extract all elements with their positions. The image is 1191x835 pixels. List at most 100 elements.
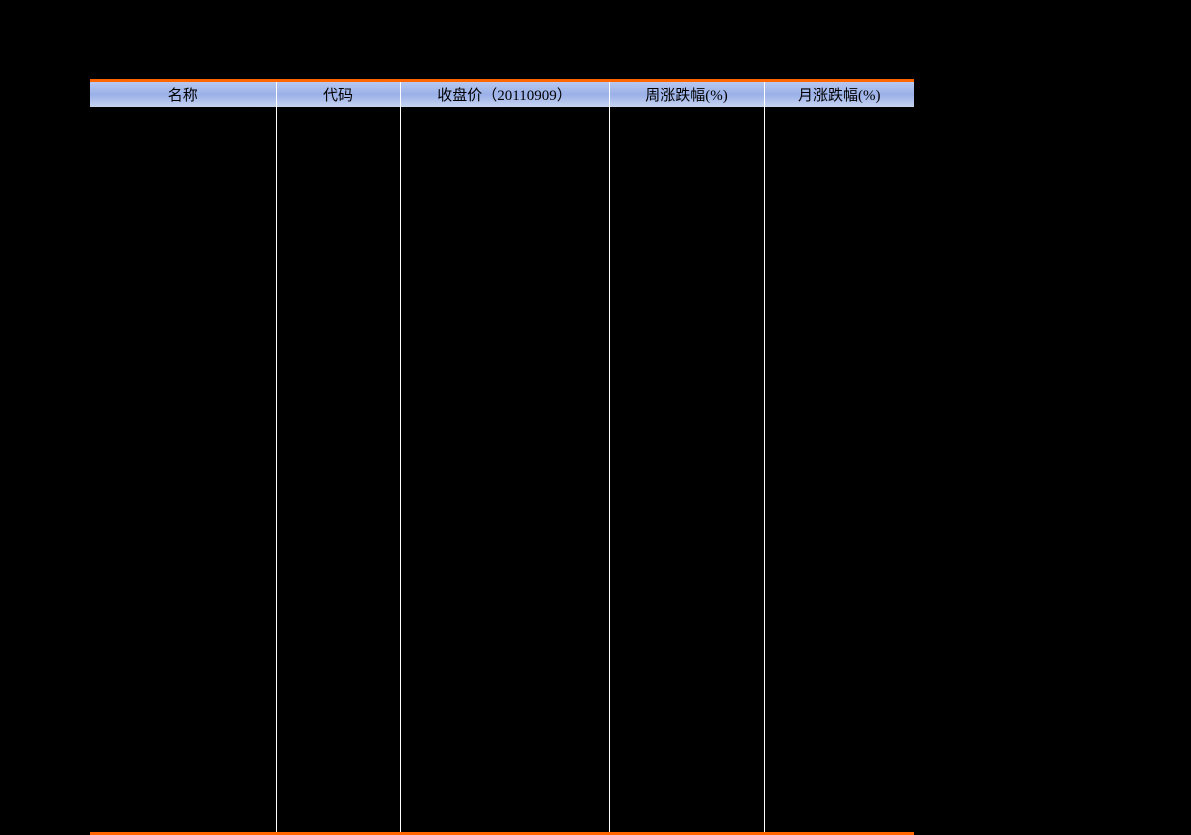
cell-price: 2.97	[400, 367, 609, 393]
cell-price: 4.55	[400, 341, 609, 367]
cell-week: -0.67	[609, 367, 764, 393]
table-row: 光大证券60178812.23-1.53-8.39	[90, 757, 914, 783]
cell-price: 10.96	[400, 211, 609, 237]
cell-name: 华夏银行	[90, 211, 276, 237]
cell-month: -2.60	[764, 315, 914, 341]
col-header-week: 周涨跌幅(%)	[609, 82, 764, 107]
table-row: 广发证券00077631.58-3.93-8.12	[90, 679, 914, 705]
table-row: 中国太保60160119.54-2.98-9.20	[90, 575, 914, 601]
cell-code: 601628	[276, 549, 400, 575]
cell-month: -1.98	[764, 367, 914, 393]
cell-name: 中国太保	[90, 575, 276, 601]
cell-month: -2.21	[764, 159, 914, 185]
table-row: 华泰证券60168810.04-2.71-9.79	[90, 705, 914, 731]
table-row: 交通银行6013284.820.00-3.02	[90, 289, 914, 315]
table-row: 建设银行6019394.55-1.51-2.57	[90, 341, 914, 367]
cell-code: 600016	[276, 159, 400, 185]
table-row: 海通证券6008378.38-1.41-4.12	[90, 653, 914, 679]
cell-code: 601288	[276, 471, 400, 497]
cell-code: 600837	[276, 653, 400, 679]
stock-table-container: 名称 代码 收盘价（20110909） 周涨跌幅(%) 月涨跌幅(%) 招商银行…	[90, 79, 914, 835]
cell-name: 南京银行	[90, 419, 276, 445]
col-header-price: 收盘价（20110909）	[400, 82, 609, 107]
cell-name: 光大证券	[90, 757, 276, 783]
cell-week: -3.32	[609, 393, 764, 419]
cell-price: ——	[400, 601, 609, 627]
cell-price: 19.54	[400, 575, 609, 601]
cell-price: 40.90	[400, 523, 609, 549]
cell-name: 浦发银行	[90, 133, 276, 159]
cell-week: -0.72	[609, 211, 764, 237]
cell-week: -3.93	[609, 679, 764, 705]
cell-price: 9.27	[400, 133, 609, 159]
cell-week: 0.00	[609, 263, 764, 289]
col-header-name: 名称	[90, 82, 276, 107]
cell-name: 中国平安	[90, 523, 276, 549]
cell-code: ——	[276, 601, 400, 627]
cell-price: 5.75	[400, 159, 609, 185]
cell-name: 招商银行	[90, 107, 276, 133]
cell-name: 海通证券	[90, 653, 276, 679]
cell-name: 中信银行	[90, 263, 276, 289]
cell-name: 光大银行	[90, 497, 276, 523]
cell-name: 交通银行	[90, 289, 276, 315]
cell-code: 002142	[276, 445, 400, 471]
cell-price: 14.47	[400, 783, 609, 809]
table-row: 中信银行6019984.370.00-3.96	[90, 263, 914, 289]
cell-month: -13.28	[764, 731, 914, 757]
cell-week: -0.65	[609, 237, 764, 263]
cell-code: 601398	[276, 315, 400, 341]
cell-name: 建设银行	[90, 341, 276, 367]
cell-month: -4.06	[764, 549, 914, 575]
cell-week: 0.44	[609, 549, 764, 575]
cell-name: 新华保险	[90, 601, 276, 627]
cell-week: -2.71	[609, 705, 764, 731]
cell-code: 601318	[276, 523, 400, 549]
cell-month: -6.32	[764, 211, 914, 237]
cell-month: -9.20	[764, 575, 914, 601]
cell-month: -6.34	[764, 393, 914, 419]
cell-price: 13.39	[400, 731, 609, 757]
cell-week: ——	[609, 601, 764, 627]
col-header-month: 月涨跌幅(%)	[764, 82, 914, 107]
cell-price: 10.11	[400, 445, 609, 471]
cell-price: 16.07	[400, 549, 609, 575]
cell-week: -0.64	[609, 497, 764, 523]
table-row: 兴业银行60116613.06-1.73-5.77	[90, 185, 914, 211]
cell-code: 600000	[276, 133, 400, 159]
cell-code: 601166	[276, 185, 400, 211]
table-row: 宏源证券00056214.47-5.86-17.41	[90, 783, 914, 809]
cell-name: 华泰证券	[90, 705, 276, 731]
cell-code: 000001	[276, 237, 400, 263]
table-row: 中国平安60131840.90-2.78-6.03	[90, 523, 914, 549]
table-row: 华夏银行60001510.96-0.72-6.32	[90, 211, 914, 237]
cell-name: 招商证券	[90, 731, 276, 757]
cell-price: 4.12	[400, 315, 609, 341]
table-row: 工商银行6013984.12-0.96-2.60	[90, 315, 914, 341]
cell-name: 宁波银行	[90, 445, 276, 471]
cell-code: 601788	[276, 757, 400, 783]
cell-price: 12.10	[400, 627, 609, 653]
cell-week: 0.00	[609, 289, 764, 315]
table-row: 光大银行6018183.09-0.64-3.44	[90, 497, 914, 523]
cell-code: 601998	[276, 263, 400, 289]
cell-month: -8.39	[764, 757, 914, 783]
cell-week: -2.33	[609, 419, 764, 445]
cell-month: -5.87	[764, 419, 914, 445]
cell-code: 601988	[276, 367, 400, 393]
cell-code: 601818	[276, 497, 400, 523]
table-row: 中信证券60003012.10-0.74-2.73	[90, 627, 914, 653]
cell-month: -3.96	[764, 263, 914, 289]
cell-week: -1.51	[609, 341, 764, 367]
table-row: 民生银行6000165.751.23-2.21	[90, 159, 914, 185]
cell-month: -3.02	[764, 289, 914, 315]
table-row: 新华保险————————	[90, 601, 914, 627]
cell-week: -0.39	[609, 471, 764, 497]
cell-week: -1.17	[609, 445, 764, 471]
cell-name: 兴业银行	[90, 185, 276, 211]
cell-name: 中国银行	[90, 367, 276, 393]
cell-code: 601688	[276, 705, 400, 731]
cell-code: 601169	[276, 393, 400, 419]
cell-month: ——	[764, 601, 914, 627]
cell-code: 000776	[276, 679, 400, 705]
